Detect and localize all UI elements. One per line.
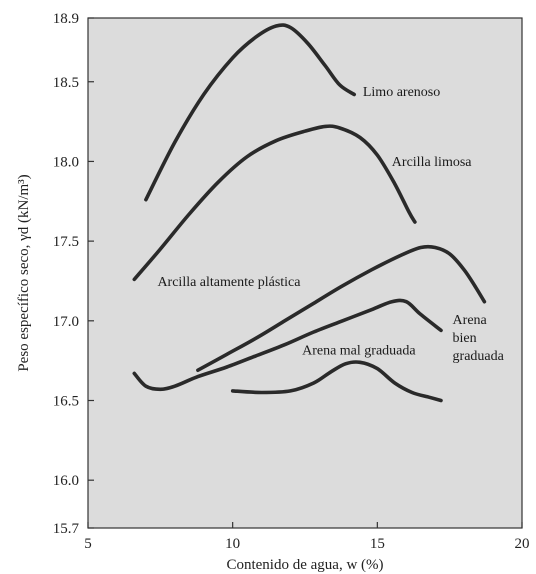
x-tick-label-3: 20 — [515, 536, 530, 552]
series-line-1 — [132, 124, 417, 282]
y-tick-label-4: 17.5 — [53, 234, 79, 250]
curve-label-1: Arcilla limosa — [392, 155, 472, 170]
plot-background — [88, 18, 522, 528]
annotations: Limo arenoso Arcilla limosa Arcilla altame… — [157, 85, 504, 364]
series-line-4 — [230, 360, 443, 403]
plot-frame — [87, 17, 523, 529]
y-tick-label-0: 15.7 — [53, 521, 80, 537]
x-tick-label-0: 5 — [84, 536, 92, 552]
series-line-0 — [144, 23, 356, 202]
y-axis-title: Peso específico seco, γd (kN/m³) — [16, 174, 32, 371]
curve-label-4: Arena mal graduada — [302, 343, 416, 358]
y-tick-label-6: 18.5 — [53, 75, 79, 91]
x-tick-label-2: 15 — [370, 536, 385, 552]
y-tick-label-1: 16.0 — [53, 473, 79, 489]
y-tick-label-2: 16.5 — [53, 394, 79, 410]
x-tick-label-1: 10 — [225, 536, 240, 552]
curve-label-0: Limo arenoso — [363, 85, 440, 100]
series-line-2 — [132, 298, 443, 392]
curve-label-2: Arcilla altamente plástica — [157, 275, 301, 290]
x-axis: 5 10 15 20 — [84, 522, 530, 552]
y-tick-label-7: 18.9 — [53, 11, 79, 27]
y-axis: 15.7 16.0 16.5 17.0 17.5 18.0 18.5 18.9 — [53, 11, 94, 537]
y-tick-label-5: 18.0 — [53, 154, 79, 170]
y-tick-label-3: 17.0 — [53, 314, 79, 330]
series-line-3 — [196, 244, 487, 372]
curve-label-3: Arena bien graduada — [453, 313, 505, 364]
curves — [132, 23, 487, 403]
x-axis-title: Contenido de agua, w (%) — [226, 557, 383, 573]
